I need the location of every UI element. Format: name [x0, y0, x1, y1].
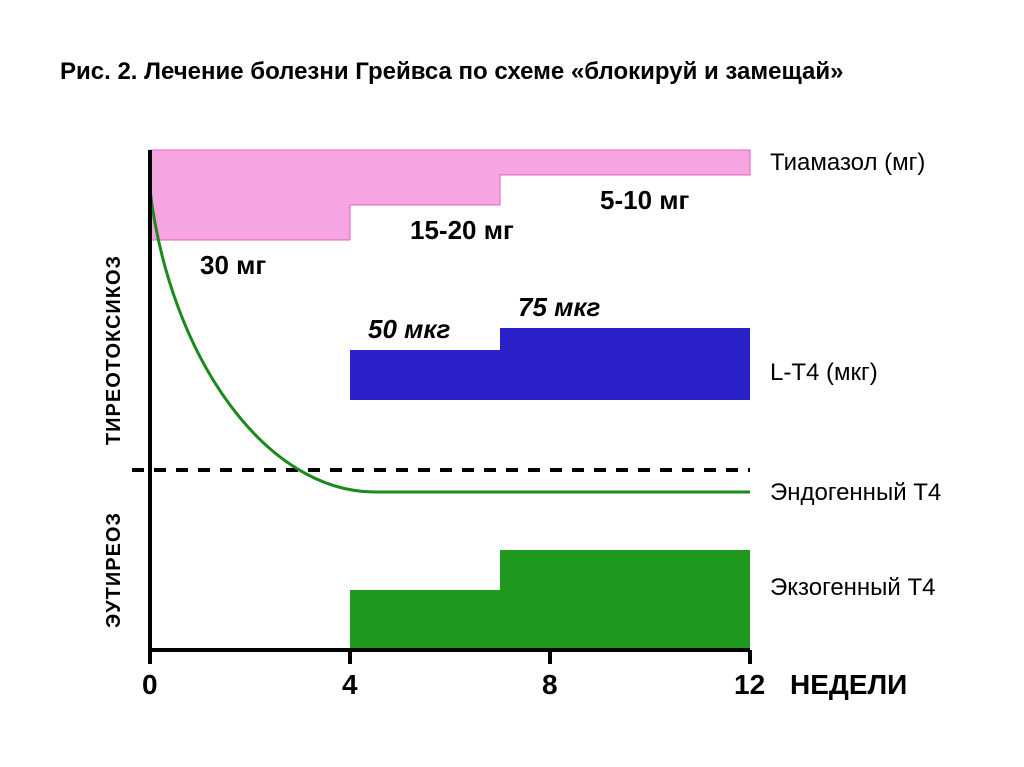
exogenous-t4-bar [500, 550, 750, 650]
thiamazole-dose-label: 30 мг [200, 250, 266, 280]
exogenous-t4-label: Экзогенный Т4 [770, 574, 936, 601]
thiamazole-side-label: Тиамазол (мг) [770, 149, 925, 176]
y-section-bottom-label: ЭУТИРЕОЗ [103, 512, 125, 628]
lt4-dose-label: 50 мкг [368, 314, 451, 344]
lt4-side-label: L-T4 (мкг) [770, 359, 878, 386]
lt4-dose-label: 75 мкг [518, 292, 601, 322]
x-tick-label: 12 [734, 669, 765, 700]
thiamazole-dose-label: 5-10 мг [600, 185, 689, 215]
x-tick-label: 8 [542, 669, 558, 700]
x-tick-label: 0 [142, 669, 158, 700]
y-section-top-label: ТИРЕОТОКСИКОЗ [103, 255, 125, 445]
lt4-bar [500, 328, 750, 400]
exogenous-t4-bar [350, 590, 500, 650]
lt4-bar [350, 350, 500, 400]
thiamazole-dose-label: 15-20 мг [410, 215, 514, 245]
chart-container: 30 мг 15-20 мг 5-10 мг Тиамазол (мг) 50 мкг 7… [40, 130, 980, 730]
endogenous-t4-label: Эндогенный Т4 [770, 479, 941, 506]
chart-svg: 30 мг 15-20 мг 5-10 мг Тиамазол (мг) 50 мкг 7… [40, 130, 980, 730]
x-axis-label: НЕДЕЛИ [790, 669, 907, 700]
x-tick-label: 4 [342, 669, 358, 700]
figure-title: Рис. 2. Лечение болезни Грейвса по схеме… [60, 58, 843, 86]
